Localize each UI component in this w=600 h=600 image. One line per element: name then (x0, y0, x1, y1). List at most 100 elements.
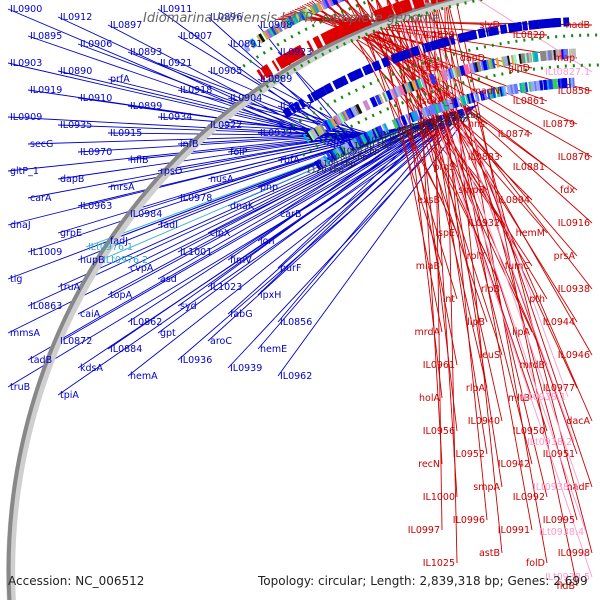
leader-line (227, 110, 455, 315)
gene-label: IL0938 (558, 284, 590, 295)
gene-label: ILt0938.3 (533, 482, 578, 493)
gene-label: fadJ (110, 236, 128, 247)
leader-line (445, 0, 503, 554)
kbp-tick-label: 1040 kbp (354, 141, 392, 150)
gene-label: ILt0976.1 (88, 242, 133, 253)
feature-block (315, 2, 324, 12)
backbone-ring (6, 0, 456, 600)
feature-block (303, 8, 310, 19)
feature-block (313, 160, 322, 171)
leader-line (227, 105, 474, 369)
feature-block (317, 124, 325, 135)
feature-block (443, 36, 451, 47)
feature-block (533, 80, 538, 92)
feature-block (530, 81, 535, 92)
leader-line (57, 124, 388, 138)
gene-label: IL0872 (60, 336, 92, 347)
feature-block (482, 59, 488, 71)
gene-label: IL0963 (80, 201, 112, 212)
gene-label: mrdA (414, 327, 440, 338)
feature-block (350, 70, 360, 81)
leader-line (57, 104, 478, 396)
gene-label: tadB (30, 355, 52, 366)
feature-block (459, 95, 465, 106)
feature-block (475, 91, 480, 102)
feature-block (491, 58, 496, 69)
feature-block (495, 86, 501, 98)
gene-label: ILt0827.1 (545, 67, 590, 78)
gene-label: hemE (260, 344, 287, 355)
gene-label: lon (260, 236, 274, 247)
gene-label: IL0995 (543, 515, 575, 526)
feature-block (502, 85, 507, 96)
gene-label: IL1025 (423, 558, 455, 569)
feature-block (338, 145, 347, 156)
gene-label: mrdB (519, 360, 545, 371)
feature-block (276, 22, 283, 33)
gene-label: IL0890 (60, 66, 92, 77)
feature-block (385, 89, 394, 101)
feature-block (468, 93, 474, 104)
feature-block (539, 80, 544, 91)
gene-label: soxR_3 (422, 96, 456, 107)
gene-label: cvpA (130, 263, 154, 274)
feature-block (329, 0, 334, 7)
gene-label: pth (529, 294, 545, 305)
feature-block (352, 18, 361, 31)
feature-block (309, 129, 318, 140)
gene-label: madN (472, 86, 500, 97)
gene-label: nadF (567, 482, 590, 493)
gene-label: IL0904 (230, 93, 262, 104)
leader-line (157, 62, 373, 144)
feature-block (413, 46, 420, 56)
gene-label: IL0919 (30, 85, 62, 96)
feature-block (398, 51, 404, 61)
gene-label: IL0917 (280, 101, 312, 112)
feature-block (258, 33, 266, 43)
feature-block (358, 135, 365, 146)
feature-block (524, 82, 529, 93)
gene-label: IL0894 (498, 195, 530, 206)
feature-block (283, 51, 294, 65)
gene-label: recN (418, 459, 440, 470)
feature-block (481, 28, 487, 38)
feature-block (378, 93, 385, 104)
gene-label: IL0978 (180, 193, 212, 204)
feature-block (319, 0, 326, 10)
gene-label: IL0906 (80, 39, 112, 50)
feature-block (326, 118, 335, 130)
feature-block (323, 155, 331, 165)
feature-block (348, 72, 355, 82)
gene-label: infB (180, 139, 199, 150)
gene-label: asd (160, 274, 177, 285)
feature-block (264, 64, 273, 77)
gene-label: hemA (130, 371, 158, 382)
leader-line (107, 132, 389, 137)
feature-block (296, 44, 306, 58)
gene-label: IL0915 (110, 128, 142, 139)
gene-label: dacA (566, 416, 590, 427)
gene-label: IL0956 (423, 426, 455, 437)
feature-block (400, 115, 408, 126)
feature-block (452, 97, 458, 108)
gene-label: IL0918 (180, 85, 212, 96)
gene-label: carB (280, 209, 301, 220)
leader-line (446, 0, 548, 564)
feature-block (470, 62, 475, 74)
leader-line (294, 8, 593, 92)
feature-block (322, 0, 329, 9)
feature-block (510, 84, 514, 95)
gene-label: IL0912 (60, 12, 92, 23)
gene-label: grpE (60, 228, 82, 239)
feature-block (528, 52, 532, 63)
gene-label: carA (30, 193, 52, 204)
gene-label: IL0935 (60, 120, 92, 131)
gene-label: IL0880 (408, 129, 440, 140)
feature-block (563, 78, 568, 89)
accession-text: Accession: NC_006512 (8, 574, 144, 588)
feature-block (306, 40, 315, 53)
gene-label: lpxH (260, 290, 281, 301)
gene-label: IL0932 (468, 218, 500, 229)
gene-label: hflB (130, 155, 149, 166)
gene-label: mrsA (110, 182, 135, 193)
